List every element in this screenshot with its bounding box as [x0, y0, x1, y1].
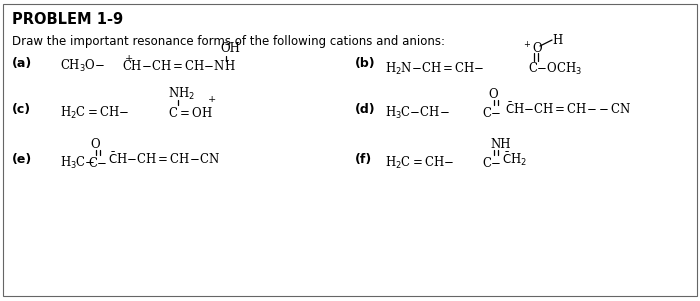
Text: O: O — [488, 88, 498, 101]
Text: NH: NH — [490, 138, 510, 150]
Text: $^+$O: $^+$O — [522, 41, 544, 57]
Text: $\mathsf{\bar{C}}$H$-$CH$=$CH$-$CN: $\mathsf{\bar{C}}$H$-$CH$=$CH$-$CN — [108, 152, 220, 167]
Text: (f): (f) — [355, 153, 372, 166]
Text: O: O — [90, 138, 99, 150]
Text: C$-$OCH$_3$: C$-$OCH$_3$ — [528, 61, 582, 77]
Text: CH$_3$O$-$: CH$_3$O$-$ — [60, 58, 105, 74]
Text: H$_2$N$-$CH$=$CH$-$: H$_2$N$-$CH$=$CH$-$ — [385, 61, 484, 77]
Text: C$=$OH: C$=$OH — [168, 106, 213, 120]
Text: C$-$: C$-$ — [482, 156, 502, 170]
Text: $\mathsf{\bar{C}}$H$-$CH$=$CH$--$CN: $\mathsf{\bar{C}}$H$-$CH$=$CH$--$CN — [505, 102, 631, 117]
Text: H$_2$C$=$CH$-$: H$_2$C$=$CH$-$ — [60, 105, 130, 121]
Text: H$_2$C$=$CH$-$: H$_2$C$=$CH$-$ — [385, 155, 454, 171]
Text: PROBLEM 1-9: PROBLEM 1-9 — [12, 11, 123, 26]
Text: NH$_2$: NH$_2$ — [168, 86, 195, 102]
Text: +: + — [208, 95, 216, 104]
Text: $\mathsf{\bar{C}}$H$_2$: $\mathsf{\bar{C}}$H$_2$ — [502, 151, 527, 168]
Text: (e): (e) — [12, 153, 32, 166]
Text: H$_3$C$-$: H$_3$C$-$ — [60, 155, 96, 171]
Text: +: + — [125, 54, 133, 63]
Text: (c): (c) — [12, 103, 31, 116]
Text: (d): (d) — [355, 103, 376, 116]
Text: H: H — [552, 35, 562, 48]
Text: H$_3$C$-$CH$-$: H$_3$C$-$CH$-$ — [385, 105, 449, 121]
Text: (a): (a) — [12, 57, 32, 70]
Text: C$-$: C$-$ — [482, 106, 502, 120]
Text: Draw the important resonance forms of the following cations and anions:: Draw the important resonance forms of th… — [12, 35, 445, 48]
Text: (b): (b) — [355, 57, 376, 70]
Text: CH$-$CH$=$CH$-$NH: CH$-$CH$=$CH$-$NH — [122, 59, 236, 73]
Text: OH: OH — [220, 42, 240, 55]
Text: C$-$: C$-$ — [88, 156, 108, 170]
